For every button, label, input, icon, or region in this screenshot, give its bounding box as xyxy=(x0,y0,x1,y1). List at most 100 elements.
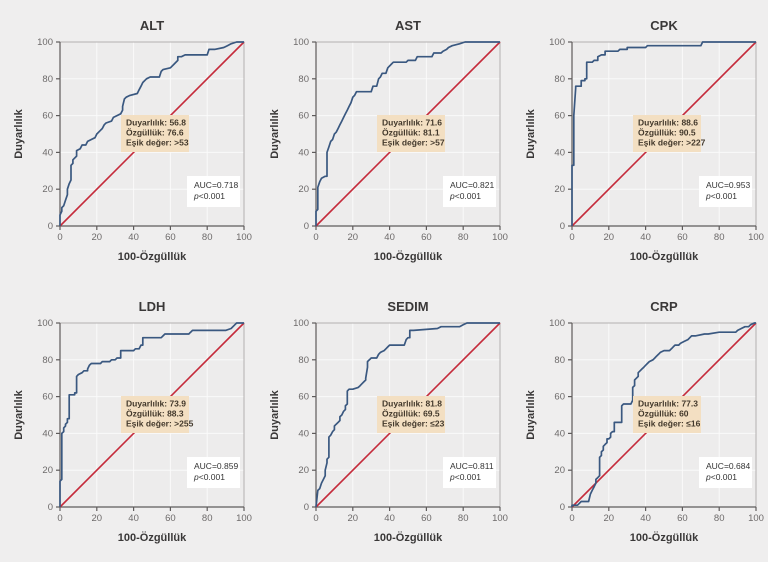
p-value: p<0.001 xyxy=(193,191,225,201)
p-number: <0.001 xyxy=(455,191,482,201)
roc-panel: ALT 0 20 40 60 80 100 0 20 40 60 80 100 Duyarlılık… xyxy=(0,0,256,281)
p-symbol: p xyxy=(705,191,711,201)
y-tick-label: 100 xyxy=(37,37,53,48)
y-tick-label: 20 xyxy=(42,184,53,195)
annotation-threshold: Eşik değer: >53 xyxy=(126,138,189,148)
y-tick-label: 80 xyxy=(42,74,53,85)
annotation-sensitivity: Duyarlılık: 77.3 xyxy=(638,399,698,409)
y-tick-label: 80 xyxy=(554,355,565,366)
x-tick-label: 40 xyxy=(128,513,139,524)
x-tick-label: 60 xyxy=(421,513,432,524)
auc-annotation: AUC=0.859 p<0.001 xyxy=(187,457,240,488)
y-tick-label: 80 xyxy=(298,74,309,85)
y-axis-label: Duyarlılık xyxy=(525,389,537,439)
y-tick-label: 0 xyxy=(560,221,565,232)
y-tick-label: 20 xyxy=(554,184,565,195)
y-tick-label: 80 xyxy=(298,355,309,366)
threshold-annotation-box xyxy=(377,396,445,433)
threshold-annotation-box xyxy=(633,396,701,433)
x-tick-label: 20 xyxy=(604,513,615,524)
threshold-annotation-box xyxy=(633,115,701,152)
y-tick-label: 60 xyxy=(554,392,565,403)
x-tick-label: 0 xyxy=(569,513,574,524)
y-tick-labels: 0 20 40 60 80 100 xyxy=(37,318,53,513)
x-tick-label: 80 xyxy=(202,232,213,243)
y-tick-label: 60 xyxy=(554,111,565,122)
x-axis-label: 100-Özgüllük xyxy=(630,250,699,263)
threshold-annotation-box xyxy=(121,396,189,433)
p-symbol: p xyxy=(193,472,199,482)
y-tick-label: 100 xyxy=(549,318,565,329)
annotation-threshold: Eşik değer: ≤23 xyxy=(382,419,445,429)
y-tick-label: 60 xyxy=(42,111,53,122)
x-tick-label: 20 xyxy=(92,232,103,243)
x-tick-label: 60 xyxy=(165,513,176,524)
annotation-specificity: Özgüllük: 81.1 xyxy=(382,128,440,138)
p-number: <0.001 xyxy=(711,191,738,201)
chart-title: SEDIM xyxy=(387,299,428,314)
p-symbol: p xyxy=(705,472,711,482)
chart-title: CRP xyxy=(650,299,678,314)
auc-value: AUC=0.684 xyxy=(706,461,750,471)
roc-chart: AST 0 20 40 60 80 100 0 20 40 60 80 100 Duyarlılık… xyxy=(269,18,508,263)
p-number: <0.001 xyxy=(199,472,226,482)
roc-chart: SEDIM 0 20 40 60 80 100 0 20 40 60 80 100 Duyarlıl… xyxy=(269,299,508,544)
auc-value: AUC=0.718 xyxy=(194,180,238,190)
x-tick-label: 20 xyxy=(92,513,103,524)
x-tick-label: 100 xyxy=(236,513,252,524)
x-tick-labels: 0 20 40 60 80 100 xyxy=(57,513,252,524)
auc-box xyxy=(187,457,240,488)
roc-panel: LDH 0 20 40 60 80 100 0 20 40 60 80 100 Duyarlılık… xyxy=(0,281,256,562)
x-axis-label: 100-Özgüllük xyxy=(374,250,443,263)
x-tick-labels: 0 20 40 60 80 100 xyxy=(313,513,508,524)
threshold-annotation: Duyarlılık: 77.3 Özgüllük: 60 Eşik değer… xyxy=(633,396,701,433)
x-tick-label: 60 xyxy=(677,513,688,524)
y-tick-label: 60 xyxy=(298,392,309,403)
p-symbol: p xyxy=(193,191,199,201)
roc-panel: CRP 0 20 40 60 80 100 0 20 40 60 80 100 Duyarlılık… xyxy=(512,281,768,562)
x-axis-label: 100-Özgüllük xyxy=(118,531,187,544)
x-axis-label: 100-Özgüllük xyxy=(630,531,699,544)
x-tick-label: 60 xyxy=(677,232,688,243)
y-tick-label: 80 xyxy=(42,355,53,366)
threshold-annotation: Duyarlılık: 71.6 Özgüllük: 81.1 Eşik değ… xyxy=(377,115,445,152)
p-symbol: p xyxy=(449,191,455,201)
y-tick-label: 60 xyxy=(42,392,53,403)
x-tick-label: 80 xyxy=(458,513,469,524)
y-tick-label: 0 xyxy=(560,502,565,513)
auc-value: AUC=0.811 xyxy=(450,461,494,471)
tick-marks xyxy=(568,322,757,511)
x-tick-label: 0 xyxy=(57,232,62,243)
y-tick-labels: 0 20 40 60 80 100 xyxy=(293,37,309,232)
auc-annotation: AUC=0.718 p<0.001 xyxy=(187,176,240,207)
annotation-specificity: Özgüllük: 76.6 xyxy=(126,128,184,138)
annotation-specificity: Özgüllük: 69.5 xyxy=(382,409,440,419)
chart-title: AST xyxy=(395,18,421,33)
x-tick-label: 100 xyxy=(236,232,252,243)
x-tick-label: 100 xyxy=(492,232,508,243)
x-tick-label: 80 xyxy=(202,513,213,524)
y-tick-label: 0 xyxy=(48,221,53,232)
annotation-sensitivity: Duyarlılık: 71.6 xyxy=(382,118,442,128)
y-tick-label: 20 xyxy=(554,465,565,476)
p-value: p<0.001 xyxy=(705,191,737,201)
y-tick-label: 100 xyxy=(293,37,309,48)
y-axis-label: Duyarlılık xyxy=(269,108,281,158)
y-tick-label: 60 xyxy=(298,111,309,122)
annotation-specificity: Özgüllük: 60 xyxy=(638,409,689,419)
annotation-sensitivity: Duyarlılık: 73.9 xyxy=(126,399,186,409)
y-tick-label: 100 xyxy=(37,318,53,329)
y-tick-labels: 0 20 40 60 80 100 xyxy=(293,318,309,513)
auc-value: AUC=0.953 xyxy=(706,180,750,190)
annotation-threshold: Eşik değer: ≤16 xyxy=(638,419,701,429)
p-number: <0.001 xyxy=(199,191,226,201)
y-tick-label: 100 xyxy=(293,318,309,329)
tick-marks xyxy=(312,41,501,230)
x-tick-label: 100 xyxy=(748,232,764,243)
roc-chart: CPK 0 20 40 60 80 100 0 20 40 60 80 100 Duyarlılık… xyxy=(525,18,764,263)
x-tick-label: 40 xyxy=(640,513,651,524)
x-tick-label: 40 xyxy=(384,513,395,524)
annotation-threshold: Eşik değer: >255 xyxy=(126,419,194,429)
auc-box xyxy=(187,176,240,207)
